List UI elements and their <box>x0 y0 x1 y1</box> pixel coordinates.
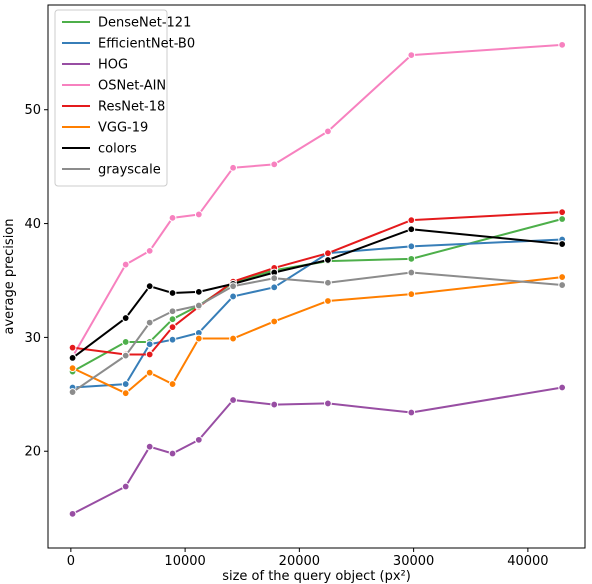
data-point-hog <box>229 396 237 404</box>
data-point-resnet-18 <box>558 208 567 217</box>
data-point-grayscale <box>168 307 177 316</box>
data-point-hog <box>145 442 154 451</box>
data-point-hog <box>121 482 130 491</box>
y-tick-label: 30 <box>24 331 41 346</box>
data-point-vgg-19 <box>270 317 279 326</box>
data-point-densenet-121 <box>168 315 177 324</box>
y-axis-label: average precision <box>2 219 17 335</box>
data-point-osnet-ain <box>145 246 154 255</box>
series-line-colors <box>71 228 563 359</box>
series-line-efficientnet-b0 <box>72 238 563 389</box>
data-point-densenet-121 <box>121 338 130 346</box>
data-point-osnet-ain <box>270 160 279 169</box>
data-point-hog <box>558 383 567 392</box>
data-point-efficientnet-b0 <box>407 242 416 251</box>
data-point-resnet-18 <box>145 350 154 359</box>
data-point-efficientnet-b0 <box>121 380 130 388</box>
data-point-hog <box>407 408 416 417</box>
data-point-vgg-19 <box>558 273 567 281</box>
axes: 0 10000 20000 30000 40000 20 30 40 50 <box>24 4 586 569</box>
data-point-osnet-ain <box>168 213 177 222</box>
data-point-osnet-ain <box>121 260 130 269</box>
x-tick-label: 10000 <box>164 554 205 569</box>
data-point-resnet-18 <box>324 249 332 258</box>
data-point-hog <box>68 509 77 518</box>
legend-label-densenet-121: DenseNet-121 <box>98 16 191 31</box>
legend-label-vgg-19: VGG-19 <box>98 121 148 136</box>
data-point-vgg-19 <box>324 297 332 305</box>
y-tick-label: 50 <box>24 103 41 118</box>
data-point-grayscale <box>270 274 279 283</box>
y-tick-label: 40 <box>24 217 41 232</box>
data-point-grayscale <box>407 268 416 277</box>
data-point-grayscale <box>194 301 203 310</box>
data-point-densenet-121 <box>407 254 416 263</box>
data-point-grayscale <box>68 388 77 396</box>
legend-label-resnet-18: ResNet-18 <box>98 100 165 115</box>
data-point-colors <box>407 225 416 234</box>
data-point-colors <box>168 289 177 297</box>
plot-area <box>68 40 567 518</box>
plot-frame <box>47 4 586 549</box>
data-point-hog <box>194 435 203 444</box>
data-point-vgg-19 <box>121 389 130 398</box>
data-point-vgg-19 <box>229 334 237 343</box>
data-point-grayscale <box>145 318 154 327</box>
data-point-efficientnet-b0 <box>168 335 177 344</box>
data-point-grayscale <box>324 278 332 287</box>
legend-label-efficientnet-b0: EfficientNet-B0 <box>98 37 195 52</box>
data-point-hog <box>168 449 177 458</box>
data-point-osnet-ain <box>194 210 203 219</box>
data-point-colors <box>324 256 332 264</box>
series-line-resnet-18 <box>72 211 563 356</box>
data-point-vgg-19 <box>407 290 416 299</box>
data-point-hog <box>324 399 332 408</box>
series-line-grayscale <box>71 271 563 393</box>
series-line-hog <box>72 386 563 515</box>
series-line-osnet-ain <box>71 43 563 358</box>
data-point-osnet-ain <box>324 127 332 136</box>
data-point-vgg-19 <box>168 380 177 388</box>
legend-box <box>54 9 168 187</box>
data-point-colors <box>145 282 154 291</box>
data-point-osnet-ain <box>407 51 416 59</box>
data-point-efficientnet-b0 <box>229 292 237 301</box>
data-point-osnet-ain <box>558 40 567 49</box>
legend-label-grayscale: grayscale <box>98 163 161 178</box>
legend-label-osnet-ain: OSNet-AIN <box>98 79 166 94</box>
data-point-colors <box>121 314 130 322</box>
legend: DenseNet-121 EfficientNet-B0 HOG OSNet-AIN R… <box>54 9 195 187</box>
data-point-grayscale <box>229 282 237 291</box>
data-point-osnet-ain <box>229 163 237 172</box>
data-point-vgg-19 <box>68 364 77 373</box>
x-tick-label: 40000 <box>507 554 548 569</box>
x-tick-label: 30000 <box>393 554 434 569</box>
data-point-grayscale <box>121 351 130 360</box>
data-point-resnet-18 <box>407 216 416 225</box>
data-point-efficientnet-b0 <box>145 340 154 349</box>
x-axis-label: size of the query object (px²) <box>222 569 411 584</box>
data-point-hog <box>270 400 279 409</box>
data-point-vgg-19 <box>194 334 203 343</box>
data-point-resnet-18 <box>68 343 77 352</box>
legend-label-colors: colors <box>98 142 137 157</box>
data-point-colors <box>68 353 77 362</box>
legend-label-hog: HOG <box>98 58 128 73</box>
x-tick-label: 0 <box>67 554 75 569</box>
series-line-vgg-19 <box>72 276 563 395</box>
data-point-resnet-18 <box>168 323 177 332</box>
data-point-vgg-19 <box>145 368 154 377</box>
data-point-colors <box>558 240 567 248</box>
data-point-efficientnet-b0 <box>270 283 279 292</box>
x-tick-label: 20000 <box>279 554 320 569</box>
data-point-grayscale <box>558 281 567 289</box>
data-point-colors <box>194 287 203 296</box>
data-point-densenet-121 <box>558 215 567 223</box>
y-tick-label: 20 <box>24 445 41 460</box>
